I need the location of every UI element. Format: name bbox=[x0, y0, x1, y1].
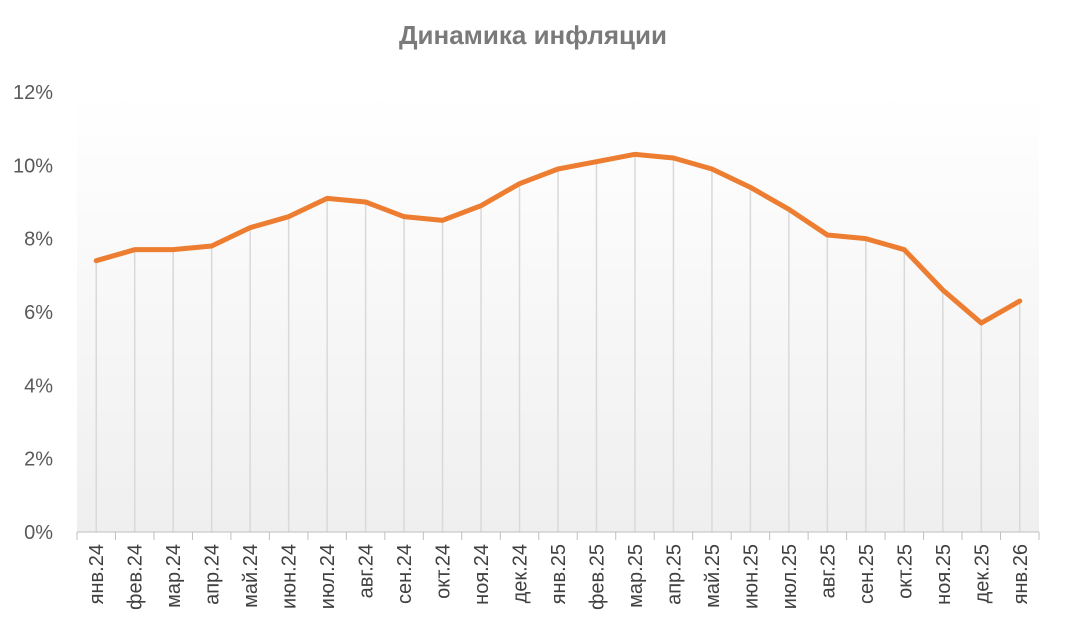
data-point bbox=[441, 218, 445, 222]
data-point bbox=[902, 248, 906, 252]
data-point bbox=[171, 248, 175, 252]
data-point bbox=[825, 233, 829, 237]
x-tick-label: янв.25 bbox=[548, 544, 570, 604]
y-tick-label: 0% bbox=[24, 522, 53, 544]
x-tick-label: фев.24 bbox=[125, 544, 147, 610]
data-point bbox=[671, 156, 675, 160]
data-point bbox=[787, 207, 791, 211]
x-tick-label: ноя.25 bbox=[933, 544, 955, 605]
x-tick-label: авг.25 bbox=[817, 544, 839, 598]
x-tick-label: фев.25 bbox=[586, 544, 608, 610]
y-tick-label: 6% bbox=[24, 302, 53, 324]
x-axis: янв.24 фев.24 мар.24 апр.24 май.24 июн.24 июл.… bbox=[76, 531, 1040, 610]
x-tick-label: мар.24 bbox=[163, 544, 185, 608]
data-point bbox=[248, 226, 252, 230]
y-tick-label: 4% bbox=[24, 375, 53, 397]
x-tick-label: дек.25 bbox=[971, 544, 993, 603]
x-tick-label: июн.24 bbox=[279, 544, 301, 609]
data-point bbox=[594, 160, 598, 164]
x-tick-label: мар.25 bbox=[625, 544, 647, 608]
chart-title: Динамика инфляции bbox=[398, 20, 667, 50]
series-layer bbox=[93, 151, 1023, 326]
x-tick-label: сен.25 bbox=[856, 544, 878, 604]
y-axis: 0% 2% 4% 6% 8% 10% 12% bbox=[13, 82, 53, 544]
data-point bbox=[864, 237, 868, 241]
data-point bbox=[518, 182, 522, 186]
x-tick-label: янв.24 bbox=[86, 544, 108, 604]
x-tick-label: май.25 bbox=[702, 544, 724, 608]
data-point bbox=[210, 244, 214, 248]
x-tick-label: сен.24 bbox=[394, 544, 416, 604]
data-point bbox=[979, 321, 983, 325]
drop-lines bbox=[95, 154, 1021, 532]
x-tick-label: апр.25 bbox=[663, 544, 685, 605]
data-point bbox=[710, 167, 714, 171]
y-tick-label: 2% bbox=[24, 449, 53, 471]
data-point bbox=[402, 215, 406, 219]
data-point bbox=[1018, 299, 1022, 303]
data-point bbox=[479, 204, 483, 208]
x-tick-label: апр.24 bbox=[202, 544, 224, 605]
x-tick-label: июн.25 bbox=[740, 544, 762, 609]
x-tick-label: дек.24 bbox=[510, 544, 532, 603]
x-tick-label: май.24 bbox=[240, 544, 262, 608]
data-point bbox=[748, 185, 752, 189]
x-tick-label: авг.24 bbox=[356, 544, 378, 598]
data-point bbox=[364, 200, 368, 204]
x-tick-label: янв.26 bbox=[1010, 544, 1032, 604]
data-point bbox=[325, 196, 329, 200]
y-tick-label: 10% bbox=[13, 155, 53, 177]
y-tick-label: 12% bbox=[13, 82, 53, 104]
data-point bbox=[94, 259, 98, 263]
data-point bbox=[287, 215, 291, 219]
x-tick-label: окт.24 bbox=[433, 544, 455, 599]
data-point bbox=[941, 288, 945, 292]
x-tick-label: июл.25 bbox=[779, 544, 801, 609]
x-tick-label: ноя.24 bbox=[471, 544, 493, 605]
data-point bbox=[133, 248, 137, 252]
data-point bbox=[556, 167, 560, 171]
y-tick-label: 8% bbox=[24, 229, 53, 251]
data-point bbox=[633, 152, 637, 156]
x-tick-label: июл.24 bbox=[317, 544, 339, 609]
x-tick-label: окт.25 bbox=[894, 544, 916, 599]
